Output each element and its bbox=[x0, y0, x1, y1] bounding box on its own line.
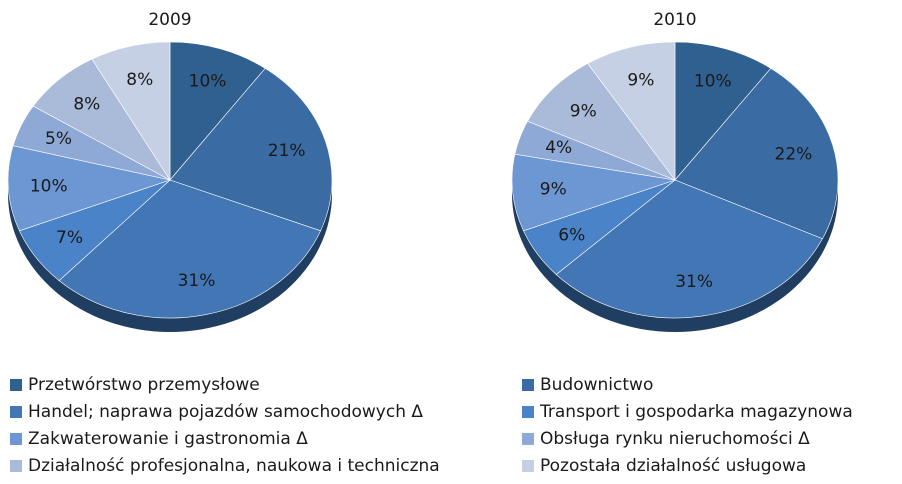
legend-swatch bbox=[522, 379, 534, 391]
legend-swatch bbox=[522, 460, 534, 472]
pie-slice bbox=[527, 63, 676, 181]
pie-slice bbox=[91, 41, 171, 182]
data-label: 10% bbox=[189, 72, 227, 92]
legend-label: Budownictwo bbox=[540, 375, 653, 395]
data-label: 10% bbox=[694, 72, 732, 92]
legend-label: Zakwaterowanie i gastronomia Δ bbox=[28, 429, 308, 449]
pie-slice bbox=[169, 41, 266, 181]
data-label: 31% bbox=[675, 272, 713, 292]
legend-label: Transport i gospodarka magazynowa bbox=[539, 402, 853, 422]
legend-label: Przetwórstwo przemysłowe bbox=[28, 375, 260, 395]
pie-slice bbox=[674, 41, 772, 181]
pie-slice bbox=[7, 145, 172, 232]
pie-slice bbox=[511, 153, 676, 232]
legend-swatch bbox=[10, 406, 22, 418]
data-label: 9% bbox=[627, 71, 654, 91]
data-label: 5% bbox=[45, 129, 72, 149]
pie-slice bbox=[587, 41, 676, 181]
legend-swatch bbox=[522, 406, 534, 418]
data-label: 22% bbox=[775, 144, 813, 164]
legend-label: Pozostała działalność usługowa bbox=[540, 456, 806, 476]
pie-title: 2009 bbox=[148, 10, 191, 30]
data-label: 10% bbox=[30, 176, 68, 196]
data-label: 6% bbox=[558, 225, 585, 245]
legend-label: Działalność profesjonalna, naukowa i tec… bbox=[28, 456, 440, 476]
data-label: 9% bbox=[570, 102, 597, 122]
data-label: 8% bbox=[73, 95, 100, 115]
legend-label: Obsługa rynku nieruchomości Δ bbox=[540, 429, 810, 449]
data-label: 31% bbox=[178, 271, 216, 291]
data-label: 9% bbox=[540, 180, 567, 200]
pie-slice bbox=[555, 179, 823, 319]
pie-slice bbox=[58, 179, 322, 319]
data-label: 4% bbox=[545, 138, 572, 158]
data-label: 21% bbox=[268, 141, 306, 161]
legend-swatch bbox=[10, 433, 22, 445]
legend-label: Handel; naprawa pojazdów samochodowych Δ bbox=[28, 402, 423, 422]
legend-swatch bbox=[10, 460, 22, 472]
data-label: 7% bbox=[56, 228, 83, 248]
data-label: 8% bbox=[126, 70, 153, 90]
pie-title: 2010 bbox=[653, 10, 696, 30]
pie-slice bbox=[169, 67, 333, 232]
legend-swatch bbox=[522, 433, 534, 445]
legend-swatch bbox=[10, 379, 22, 391]
